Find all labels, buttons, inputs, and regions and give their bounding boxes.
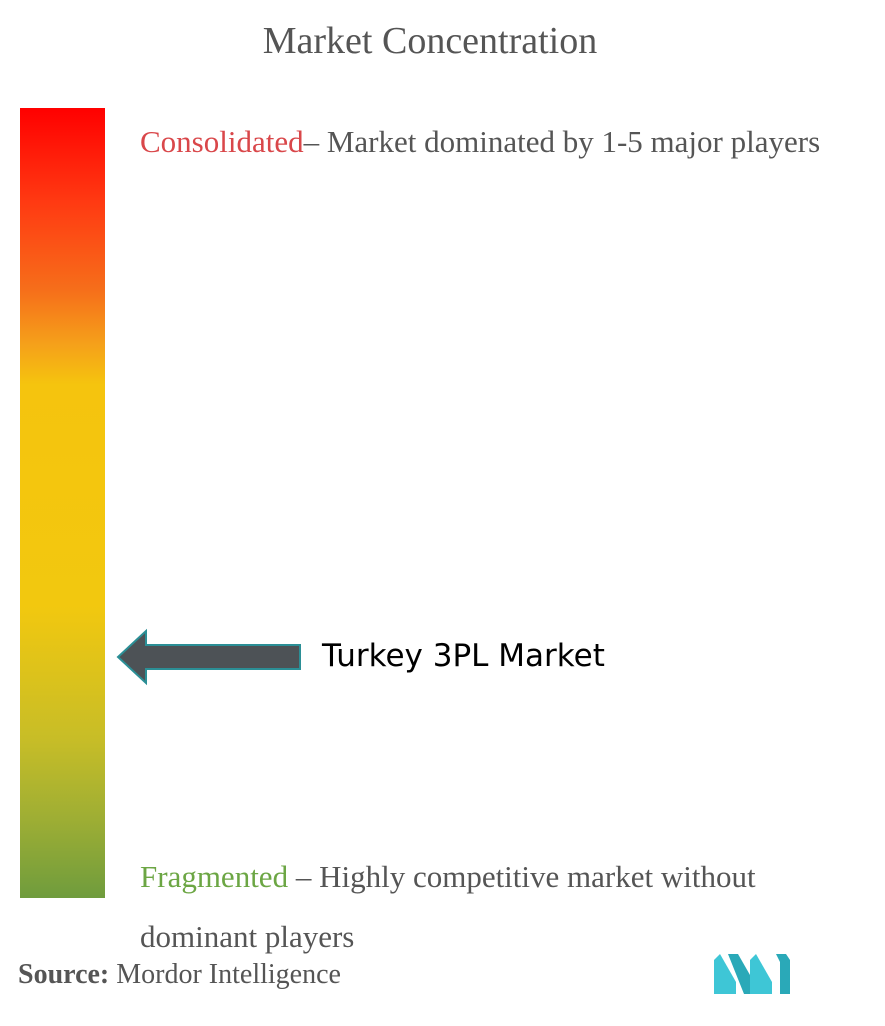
concentration-gradient-bar bbox=[20, 108, 105, 898]
chart-title: Market Concentration bbox=[262, 20, 598, 62]
source-value: Mordor Intelligence bbox=[109, 959, 341, 990]
mordor-intelligence-logo-icon bbox=[714, 954, 790, 994]
fragmented-text: – Highly competitive market without domi… bbox=[140, 859, 756, 954]
consolidated-label: Consolidated bbox=[140, 124, 304, 159]
source-label: Source: bbox=[18, 959, 110, 990]
consolidated-description: Consolidated– Market dominated by 1-5 ma… bbox=[140, 112, 840, 172]
market-name-label: Turkey 3PL Market bbox=[322, 638, 605, 674]
source-line: Source: Mordor Intelligence bbox=[18, 955, 341, 995]
fragmented-description: Fragmented – Highly competitive market w… bbox=[140, 847, 860, 967]
market-position-arrow-icon bbox=[116, 628, 301, 686]
consolidated-text: – Market dominated by 1-5 major players bbox=[303, 124, 821, 159]
fragmented-label: Fragmented bbox=[140, 859, 289, 894]
